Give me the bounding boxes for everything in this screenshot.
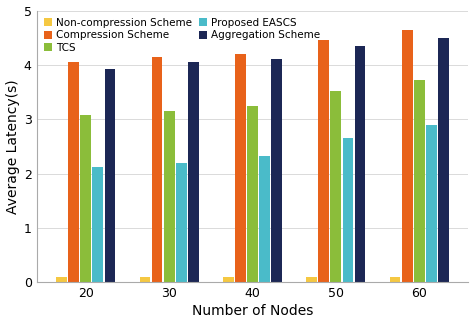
Bar [56,277,67,283]
Bar [81,115,91,283]
Bar [355,46,365,283]
Bar [390,277,401,283]
Bar [319,40,329,283]
Bar [176,163,187,283]
Bar [152,57,163,283]
Bar [247,106,258,283]
Bar [426,125,437,283]
Y-axis label: Average Latency(s): Average Latency(s) [6,79,19,214]
Bar [105,69,115,283]
Legend: Non-compression Scheme, Compression Scheme, TCS, Proposed EASCS, Aggregation Sch: Non-compression Scheme, Compression Sche… [42,16,322,55]
Bar [139,277,150,283]
Bar [306,277,317,283]
Bar [271,60,282,283]
X-axis label: Number of Nodes: Number of Nodes [192,305,313,318]
Bar [235,54,246,283]
Bar [92,167,103,283]
Bar [164,111,174,283]
Bar [68,62,79,283]
Bar [259,156,270,283]
Bar [223,277,234,283]
Bar [414,80,425,283]
Bar [402,29,412,283]
Bar [343,138,354,283]
Bar [330,91,341,283]
Bar [438,38,449,283]
Bar [188,62,199,283]
